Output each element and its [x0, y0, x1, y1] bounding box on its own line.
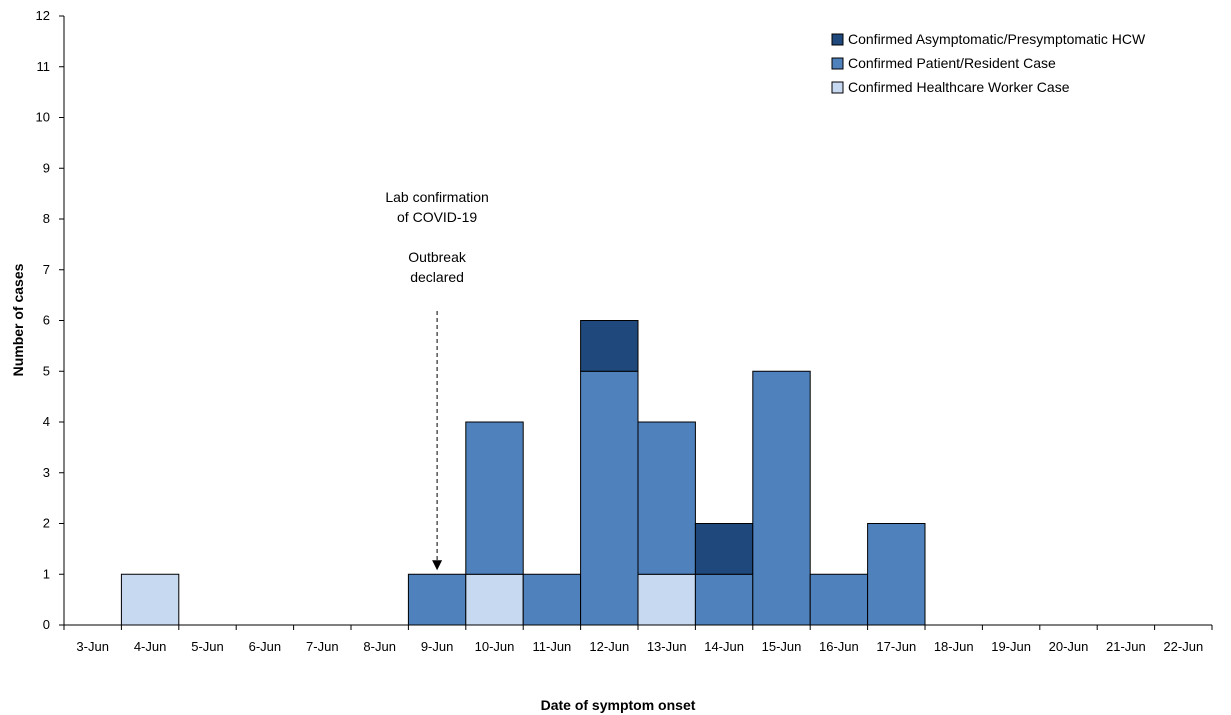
bars-layer: [120, 320, 926, 626]
x-tick-label: 16-Jun: [819, 639, 859, 654]
x-tick-label: 4-Jun: [134, 639, 167, 654]
x-tick-label: 14-Jun: [704, 639, 744, 654]
annotation-arrow-head: [432, 560, 443, 571]
x-tick-label: 12-Jun: [589, 639, 629, 654]
legend-swatch: [831, 81, 844, 94]
bar-9-Jun-series-1: [407, 573, 467, 626]
bar-17-Jun-series-1: [867, 523, 926, 626]
x-tick-label: 5-Jun: [191, 639, 224, 654]
x-tick-label: 22-Jun: [1163, 639, 1203, 654]
y-tick-label: 6: [43, 313, 50, 328]
y-axis-title: Number of cases: [10, 263, 26, 376]
bar-13-Jun-series-1: [637, 421, 696, 575]
x-tick-label: 7-Jun: [306, 639, 339, 654]
x-tick-label: 21-Jun: [1106, 639, 1146, 654]
bar-10-Jun-series-0: [465, 573, 524, 626]
annotation-text: declared: [410, 269, 464, 285]
annotation-text: of COVID-19: [397, 209, 477, 225]
bar-15-Jun-series-1: [752, 370, 811, 626]
y-tick-label: 8: [43, 211, 50, 226]
x-tick-label: 9-Jun: [421, 639, 454, 654]
bar-16-Jun-series-1: [809, 573, 869, 626]
bar-14-Jun-series-2: [694, 523, 754, 575]
x-tick-label: 6-Jun: [249, 639, 282, 654]
bar-11-Jun-series-1: [522, 573, 582, 626]
y-tick-label: 5: [43, 363, 50, 378]
bar-4-Jun-series-0: [120, 573, 180, 626]
bar-13-Jun-series-0: [637, 573, 696, 626]
bar-12-Jun-series-1: [580, 370, 639, 626]
y-tick-label: 12: [36, 8, 50, 23]
y-tick-label: 9: [43, 160, 50, 175]
y-tick-label: 1: [43, 566, 50, 581]
annotation-text: Outbreak: [408, 249, 467, 265]
legend: Confirmed Asymptomatic/Presymptomatic HC…: [831, 31, 1146, 95]
x-tick-label: 13-Jun: [647, 639, 687, 654]
x-tick-label: 20-Jun: [1049, 639, 1089, 654]
y-tick-label: 2: [43, 516, 50, 531]
x-tick-label: 17-Jun: [876, 639, 916, 654]
x-tick-label: 8-Jun: [363, 639, 396, 654]
x-tick-label: 19-Jun: [991, 639, 1031, 654]
x-tick-label: 18-Jun: [934, 639, 974, 654]
legend-swatch: [831, 57, 844, 70]
y-tick-label: 11: [37, 59, 51, 74]
annotations-layer: Lab confirmation of COVID-19 Outbreak decla…: [385, 189, 489, 571]
bar-14-Jun-series-1: [694, 573, 754, 626]
x-tick-label: 10-Jun: [475, 639, 515, 654]
y-tick-label: 7: [43, 262, 50, 277]
x-tick-label: 11-Jun: [533, 639, 572, 654]
legend-label: Confirmed Patient/Resident Case: [848, 55, 1056, 71]
legend-swatch: [831, 33, 844, 46]
legend-label: Confirmed Asymptomatic/Presymptomatic HC…: [848, 31, 1146, 47]
x-tick-label: 15-Jun: [762, 639, 802, 654]
legend-label: Confirmed Healthcare Worker Case: [848, 79, 1070, 95]
y-tick-label: 10: [36, 110, 50, 125]
annotation-text: Lab confirmation: [385, 189, 489, 205]
x-axis-title: Date of symptom onset: [541, 697, 696, 713]
x-tick-label: 3-Jun: [76, 639, 109, 654]
y-tick-label: 3: [43, 465, 50, 480]
y-tick-label: 4: [43, 414, 50, 429]
y-tick-label: 0: [43, 617, 50, 632]
bar-10-Jun-series-1: [465, 421, 524, 575]
bar-12-Jun-series-2: [580, 320, 639, 372]
